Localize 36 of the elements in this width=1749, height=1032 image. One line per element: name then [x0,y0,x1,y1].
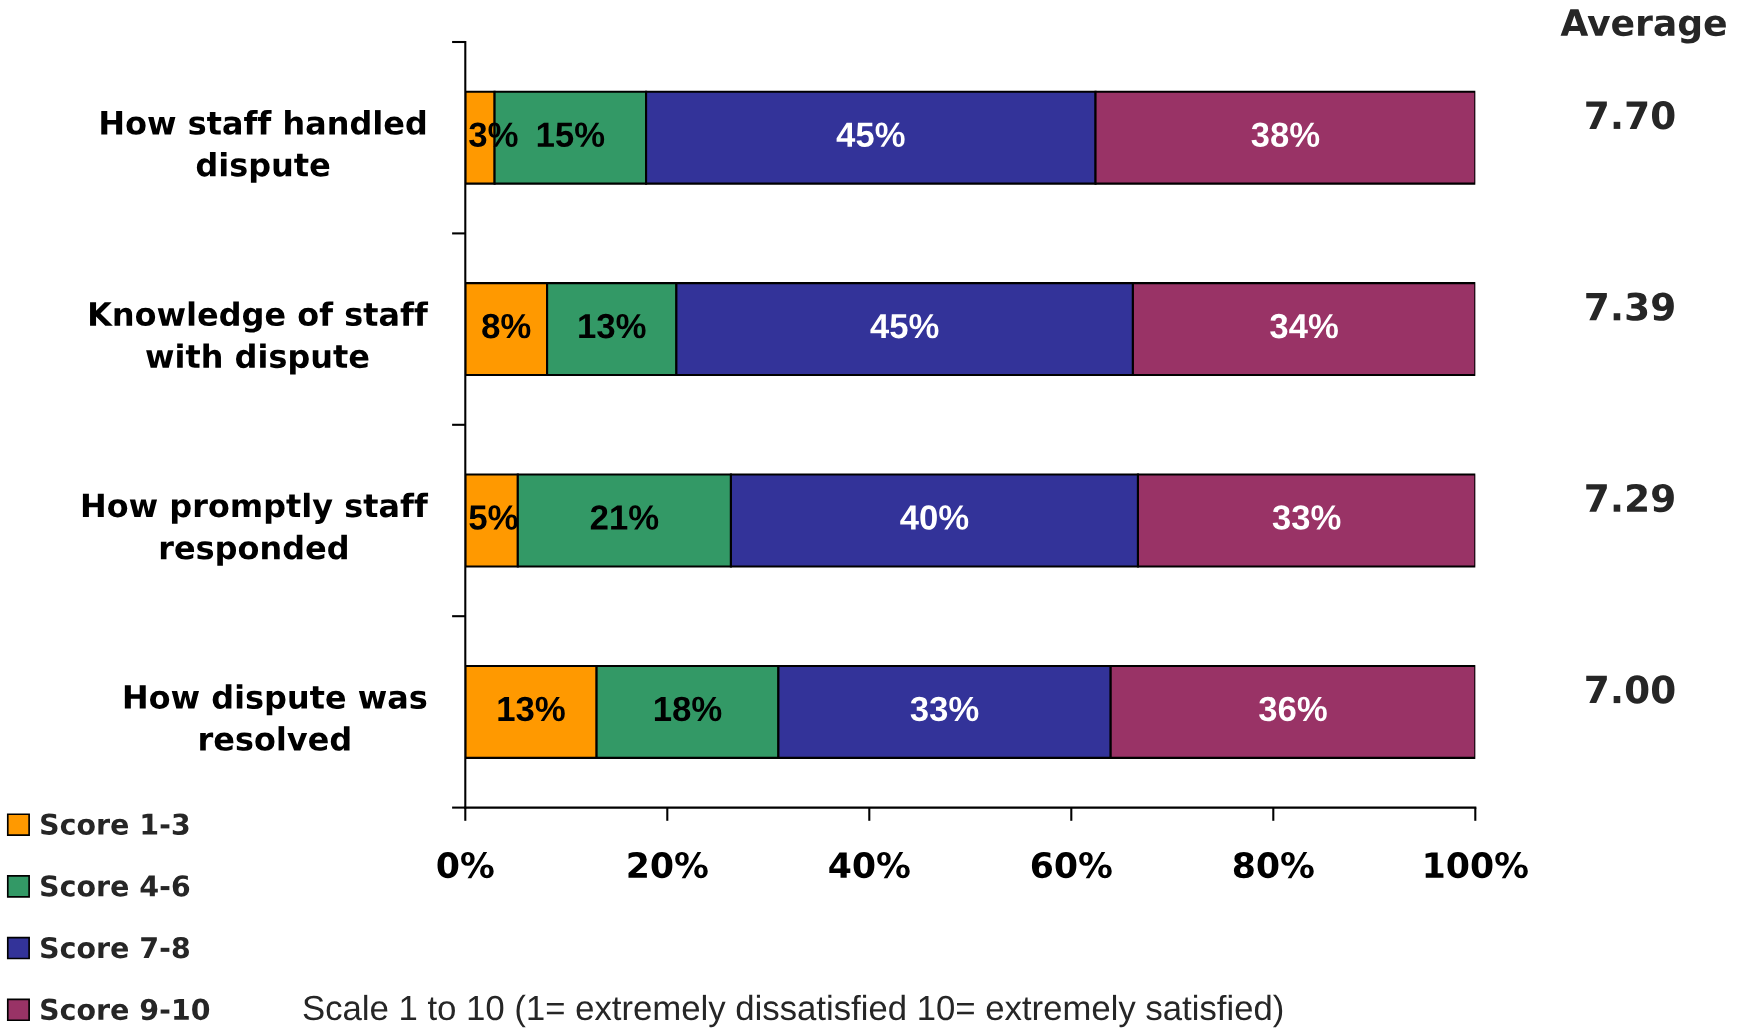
data-label: 34% [1270,313,1338,339]
data-label: 45% [836,122,905,148]
legend-label: Score 4-6 [41,875,190,897]
y-tick-label: How staff handled dispute [101,110,426,183]
y-tick-label: Knowledge of staff with dispute [90,301,429,375]
text: 7.29 [1586,483,1674,513]
data-label: 5% [469,505,518,530]
x-tick-label: 20% [628,851,708,879]
text: 7.00 [1586,675,1675,704]
data-label: 21% [590,505,659,530]
y-tick-label: How promptly staff responded [82,492,429,566]
text: Scale 1 to 10 (1= extremely dissatisfied 10= extremely satisfied) [303,994,1283,1028]
data-label: 33% [1272,505,1341,530]
data-label: 18% [654,696,722,722]
x-tick-label: 40% [829,851,910,879]
data-label: 33% [910,696,979,722]
data-label: 13% [579,313,646,339]
data-label: 45% [870,313,939,339]
legend-label: Score 7-8 [41,936,189,959]
data-label: 15% [537,122,605,148]
legend-label: Score 1-3 [41,813,189,835]
data-label: 13% [498,696,565,722]
text: 7.39 [1586,292,1674,321]
text: 7.70 [1586,101,1675,130]
x-tick-label: 60% [1031,851,1112,879]
y-tick-label: How dispute was resolved [124,684,427,751]
data-label: 40% [900,505,969,530]
data-label: 3% [469,122,518,148]
text: Average [1560,9,1726,44]
x-tick-label: 100% [1425,851,1528,879]
legend-label: Score 9-10 [41,998,210,1021]
x-tick-label: 0% [437,851,494,879]
x-tick-label: 80% [1233,851,1314,879]
data-label: 8% [482,313,531,339]
data-label: 36% [1259,696,1327,722]
data-label: 38% [1251,122,1320,148]
